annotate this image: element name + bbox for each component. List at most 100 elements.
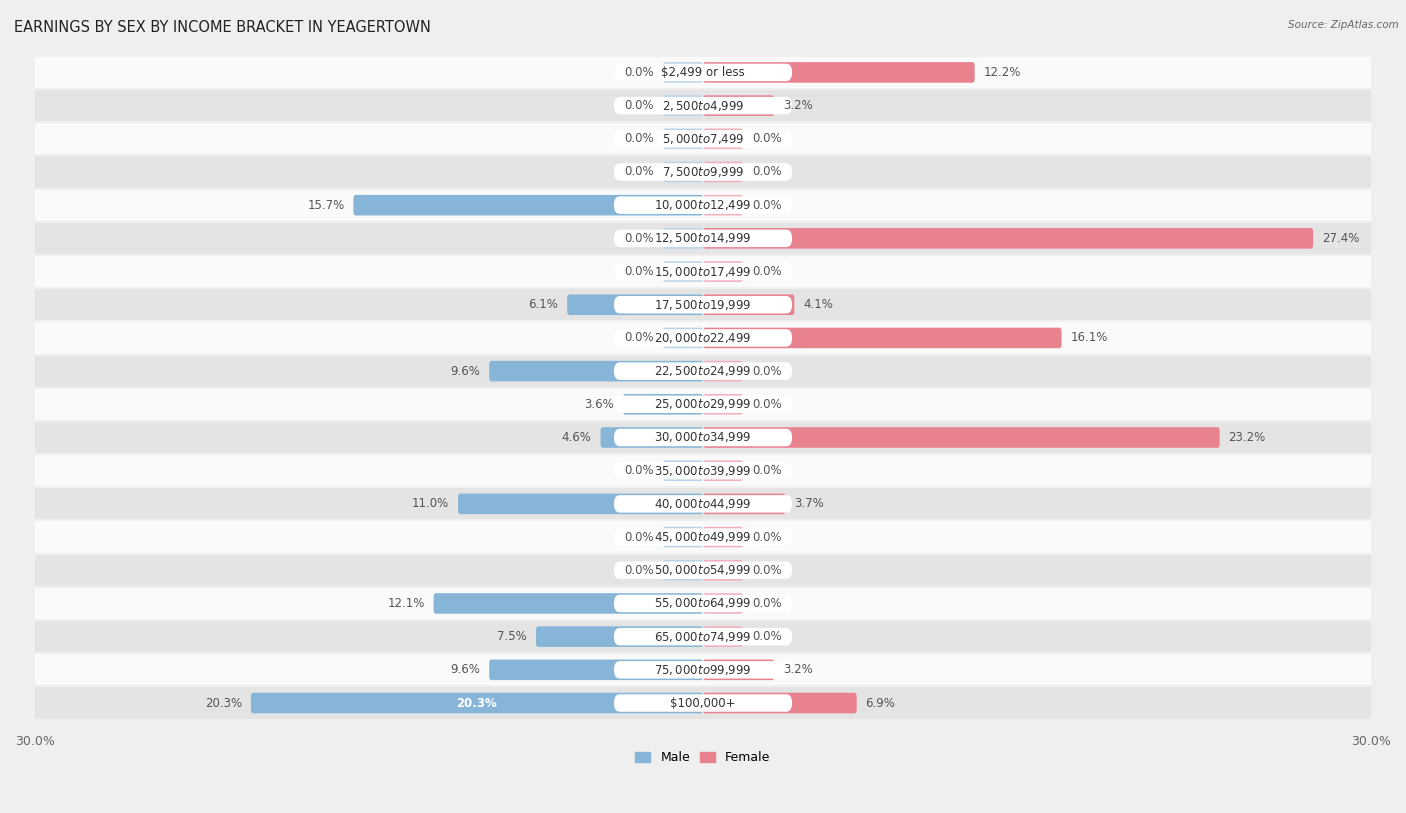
- FancyBboxPatch shape: [662, 162, 703, 182]
- FancyBboxPatch shape: [623, 394, 703, 415]
- FancyBboxPatch shape: [614, 495, 792, 513]
- Text: $2,499 or less: $2,499 or less: [661, 66, 745, 79]
- Text: $65,000 to $74,999: $65,000 to $74,999: [654, 629, 752, 644]
- Bar: [35, 89, 1371, 122]
- FancyBboxPatch shape: [703, 162, 744, 182]
- Text: 0.0%: 0.0%: [752, 133, 782, 146]
- FancyBboxPatch shape: [614, 528, 792, 546]
- Text: $20,000 to $22,499: $20,000 to $22,499: [654, 331, 752, 345]
- FancyBboxPatch shape: [600, 427, 703, 448]
- Text: 0.0%: 0.0%: [624, 232, 654, 245]
- FancyBboxPatch shape: [662, 261, 703, 282]
- Text: $2,500 to $4,999: $2,500 to $4,999: [662, 98, 744, 113]
- FancyBboxPatch shape: [614, 130, 792, 147]
- Text: 20.3%: 20.3%: [457, 697, 498, 710]
- FancyBboxPatch shape: [614, 661, 792, 679]
- Bar: [35, 620, 1371, 653]
- Text: $17,500 to $19,999: $17,500 to $19,999: [654, 298, 752, 311]
- Bar: [35, 454, 1371, 487]
- Text: 12.1%: 12.1%: [387, 597, 425, 610]
- Text: 6.9%: 6.9%: [866, 697, 896, 710]
- Text: 0.0%: 0.0%: [752, 198, 782, 211]
- FancyBboxPatch shape: [250, 693, 703, 713]
- Text: 6.1%: 6.1%: [529, 298, 558, 311]
- Bar: [35, 388, 1371, 421]
- FancyBboxPatch shape: [703, 659, 775, 680]
- Text: 0.0%: 0.0%: [624, 166, 654, 179]
- Text: 15.7%: 15.7%: [308, 198, 344, 211]
- Text: 0.0%: 0.0%: [752, 597, 782, 610]
- Bar: [35, 56, 1371, 89]
- Text: 4.6%: 4.6%: [562, 431, 592, 444]
- Text: Source: ZipAtlas.com: Source: ZipAtlas.com: [1288, 20, 1399, 30]
- FancyBboxPatch shape: [614, 296, 792, 314]
- Text: 3.2%: 3.2%: [783, 663, 813, 676]
- FancyBboxPatch shape: [703, 361, 744, 381]
- Text: 0.0%: 0.0%: [752, 166, 782, 179]
- FancyBboxPatch shape: [614, 263, 792, 280]
- Text: 0.0%: 0.0%: [752, 265, 782, 278]
- Text: 4.1%: 4.1%: [803, 298, 834, 311]
- FancyBboxPatch shape: [536, 626, 703, 647]
- Bar: [35, 421, 1371, 454]
- Text: $100,000+: $100,000+: [671, 697, 735, 710]
- Text: 0.0%: 0.0%: [752, 531, 782, 544]
- Text: 7.5%: 7.5%: [498, 630, 527, 643]
- FancyBboxPatch shape: [703, 128, 744, 149]
- Text: 0.0%: 0.0%: [752, 398, 782, 411]
- Bar: [35, 487, 1371, 520]
- FancyBboxPatch shape: [703, 328, 1062, 348]
- Text: $5,000 to $7,499: $5,000 to $7,499: [662, 132, 744, 146]
- Text: $55,000 to $64,999: $55,000 to $64,999: [654, 597, 752, 611]
- Text: $50,000 to $54,999: $50,000 to $54,999: [654, 563, 752, 577]
- FancyBboxPatch shape: [567, 294, 703, 315]
- Text: 16.1%: 16.1%: [1070, 332, 1108, 345]
- FancyBboxPatch shape: [614, 396, 792, 413]
- Text: 23.2%: 23.2%: [1229, 431, 1265, 444]
- Text: $25,000 to $29,999: $25,000 to $29,999: [654, 398, 752, 411]
- Bar: [35, 587, 1371, 620]
- FancyBboxPatch shape: [614, 329, 792, 346]
- Text: 3.6%: 3.6%: [583, 398, 614, 411]
- Text: 20.3%: 20.3%: [205, 697, 242, 710]
- Bar: [35, 222, 1371, 255]
- Text: $7,500 to $9,999: $7,500 to $9,999: [662, 165, 744, 179]
- FancyBboxPatch shape: [614, 694, 792, 711]
- FancyBboxPatch shape: [703, 527, 744, 547]
- Text: $75,000 to $99,999: $75,000 to $99,999: [654, 663, 752, 677]
- Text: 0.0%: 0.0%: [624, 265, 654, 278]
- FancyBboxPatch shape: [703, 394, 744, 415]
- Text: 11.0%: 11.0%: [412, 498, 449, 511]
- FancyBboxPatch shape: [614, 163, 792, 180]
- Text: 0.0%: 0.0%: [624, 332, 654, 345]
- FancyBboxPatch shape: [703, 228, 1313, 249]
- FancyBboxPatch shape: [489, 361, 703, 381]
- FancyBboxPatch shape: [703, 294, 794, 315]
- FancyBboxPatch shape: [703, 195, 744, 215]
- FancyBboxPatch shape: [703, 593, 744, 614]
- FancyBboxPatch shape: [703, 427, 1219, 448]
- Text: 9.6%: 9.6%: [450, 663, 481, 676]
- Bar: [35, 686, 1371, 720]
- Text: 3.7%: 3.7%: [794, 498, 824, 511]
- FancyBboxPatch shape: [703, 693, 856, 713]
- FancyBboxPatch shape: [703, 493, 786, 514]
- FancyBboxPatch shape: [662, 228, 703, 249]
- FancyBboxPatch shape: [458, 493, 703, 514]
- Bar: [35, 354, 1371, 388]
- Text: $15,000 to $17,499: $15,000 to $17,499: [654, 264, 752, 279]
- FancyBboxPatch shape: [662, 460, 703, 481]
- Bar: [35, 321, 1371, 354]
- FancyBboxPatch shape: [662, 128, 703, 149]
- Bar: [35, 122, 1371, 155]
- Text: $40,000 to $44,999: $40,000 to $44,999: [654, 497, 752, 511]
- FancyBboxPatch shape: [662, 62, 703, 83]
- FancyBboxPatch shape: [614, 428, 792, 446]
- Text: $45,000 to $49,999: $45,000 to $49,999: [654, 530, 752, 544]
- Text: $35,000 to $39,999: $35,000 to $39,999: [654, 463, 752, 478]
- Text: 27.4%: 27.4%: [1322, 232, 1360, 245]
- Text: $22,500 to $24,999: $22,500 to $24,999: [654, 364, 752, 378]
- Text: 0.0%: 0.0%: [624, 66, 654, 79]
- FancyBboxPatch shape: [662, 95, 703, 116]
- Text: 12.2%: 12.2%: [984, 66, 1021, 79]
